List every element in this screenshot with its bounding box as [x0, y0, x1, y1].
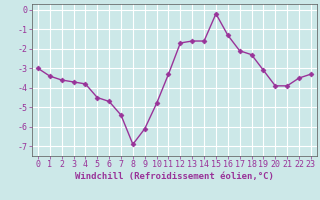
- X-axis label: Windchill (Refroidissement éolien,°C): Windchill (Refroidissement éolien,°C): [75, 172, 274, 181]
